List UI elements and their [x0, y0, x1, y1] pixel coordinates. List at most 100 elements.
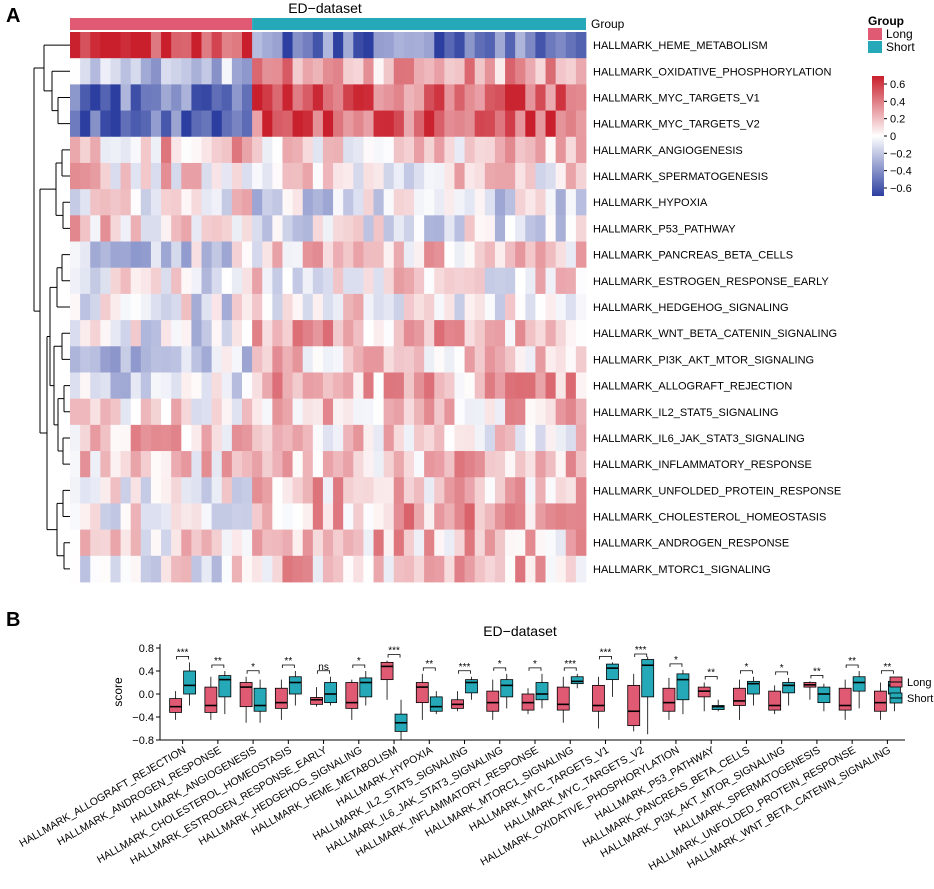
heatmap-cell: [393, 320, 405, 347]
heatmap-cell: [110, 529, 121, 557]
heatmap-cell: [231, 32, 243, 59]
heatmap-cell: [100, 84, 111, 111]
heatmap-cell: [464, 32, 476, 59]
heatmap-cell: [414, 58, 425, 85]
heatmap-cell: [333, 162, 344, 190]
significance-label: ***: [600, 647, 612, 658]
heatmap-cell: [454, 189, 465, 216]
heatmap-cell: [90, 215, 101, 242]
heatmap-cell: [322, 32, 334, 59]
heatmap-cell: [545, 372, 557, 400]
heatmap-cell: [353, 503, 364, 531]
heatmap-cell: [312, 424, 324, 452]
heatmap-cell: [424, 136, 435, 164]
heatmap-cell: [70, 372, 81, 400]
heatmap-cell: [353, 267, 364, 295]
heatmap-cell: [343, 241, 354, 269]
heatmap-cell: [242, 320, 253, 347]
heatmap-cell: [515, 529, 526, 557]
color-scale-tick-label: −0.4: [890, 166, 912, 178]
heatmap-cell: [70, 241, 81, 269]
heatmap-cell: [110, 215, 121, 242]
heatmap-cell: [221, 529, 233, 557]
heatmap-cell: [272, 267, 283, 295]
heatmap-cell: [353, 398, 364, 426]
box-long: [627, 684, 641, 727]
heatmap-cell: [444, 110, 455, 138]
heatmap-cell: [140, 136, 152, 164]
heatmap-cell: [80, 555, 91, 583]
heatmap-cell: [161, 477, 172, 504]
heatmap-cell: [353, 320, 364, 347]
heatmap-cell: [312, 32, 324, 59]
heatmap-cell: [231, 503, 243, 531]
heatmap-cell: [575, 267, 587, 295]
heatmap-cell: [575, 110, 587, 138]
heatmap-cell: [424, 398, 435, 426]
y-tick-label: 0.8: [139, 643, 154, 655]
heatmap-cell: [545, 477, 557, 504]
heatmap-cell: [252, 555, 263, 583]
heatmap-cell: [302, 398, 314, 426]
heatmap-cell: [312, 215, 324, 242]
heatmap-cell: [545, 189, 557, 216]
heatmap-cell: [201, 58, 213, 85]
heatmap-cell: [110, 293, 121, 321]
heatmap-cell: [353, 32, 364, 59]
heatmap-cell: [302, 372, 314, 400]
heatmap-cell: [181, 398, 192, 426]
heatmap-cell: [494, 215, 506, 242]
heatmap-cell: [535, 555, 546, 583]
heatmap-cell: [555, 372, 567, 400]
heatmap-cell: [312, 58, 324, 85]
heatmap-cell: [292, 372, 304, 400]
heatmap-cell: [333, 136, 344, 164]
heatmap-cell: [535, 398, 546, 426]
heatmap-row-label: HALLMARK_PI3K_AKT_MTOR_SIGNALING: [593, 354, 814, 366]
heatmap-cell: [515, 162, 526, 190]
significance-bracket: [599, 655, 612, 660]
heatmap-cell: [494, 32, 506, 59]
heatmap-cell: [464, 451, 476, 478]
heatmap-cell: [211, 267, 223, 295]
heatmap-cell: [140, 477, 152, 504]
heatmap-cell: [100, 215, 111, 242]
heatmap-cell: [393, 162, 405, 190]
significance-label: ***: [388, 646, 400, 657]
heatmap-cell: [70, 32, 81, 59]
heatmap-cell: [231, 424, 243, 452]
heatmap-cell: [100, 136, 111, 164]
heatmap-cell: [100, 346, 111, 373]
heatmap-cell: [424, 32, 435, 59]
heatmap-cell: [454, 398, 465, 426]
heatmap-cell: [130, 503, 142, 531]
heatmap-cell: [545, 398, 557, 426]
heatmap-cell: [454, 346, 465, 373]
heatmap-cell: [393, 110, 405, 138]
heatmap-cell: [130, 555, 142, 583]
heatmap-cell: [90, 136, 101, 164]
heatmap-cell: [272, 32, 283, 59]
heatmap-cell: [403, 84, 415, 111]
significance-label: **: [813, 666, 821, 677]
heatmap-cell: [525, 555, 536, 583]
heatmap-cell: [414, 267, 425, 295]
heatmap-cell: [90, 346, 101, 373]
heatmap-cell: [201, 477, 213, 504]
box-short: [183, 670, 197, 695]
color-scale-legend: 0.6 0.4 0.2 0 −0.2 −0.4 −0.6: [872, 76, 912, 196]
heatmap-cell: [322, 110, 334, 138]
heatmap-cell: [171, 84, 182, 111]
heatmap-cell: [505, 32, 516, 59]
heatmap-cell: [494, 503, 506, 531]
heatmap-cell: [383, 241, 395, 269]
heatmap-cell: [100, 320, 111, 347]
heatmap-cell: [262, 162, 273, 190]
heatmap-cell: [262, 58, 273, 85]
heatmap-cell: [282, 58, 293, 85]
heatmap-cell: [383, 84, 395, 111]
box-short: [535, 682, 549, 701]
heatmap-cell: [484, 320, 496, 347]
heatmap-cell: [262, 110, 273, 138]
heatmap-cell: [231, 110, 243, 138]
